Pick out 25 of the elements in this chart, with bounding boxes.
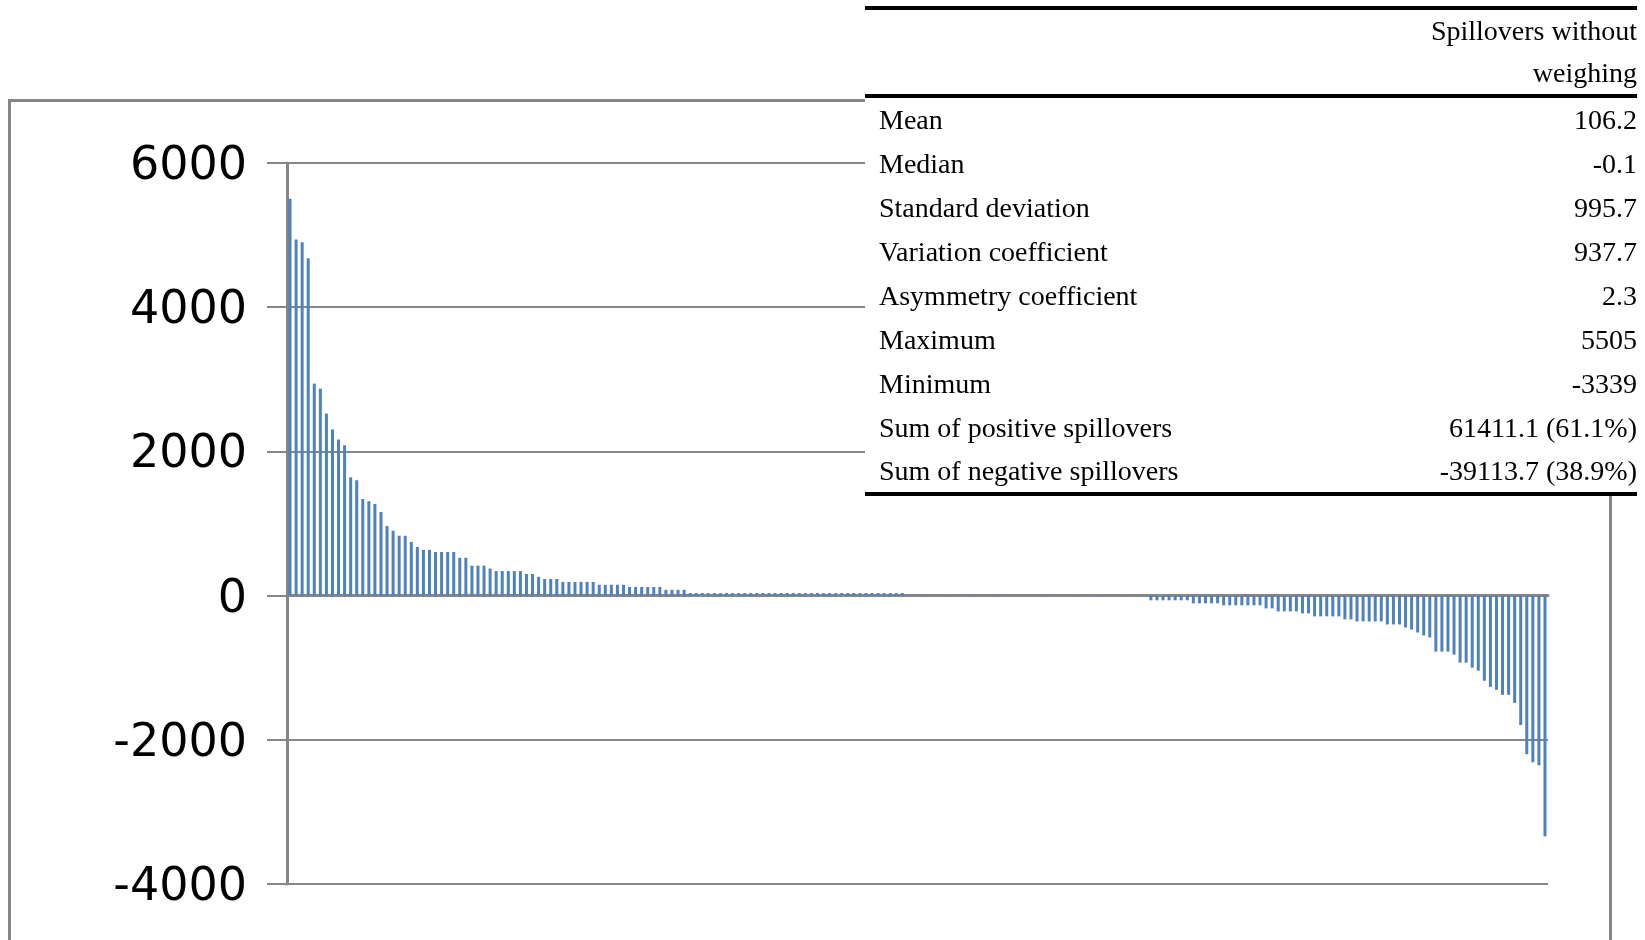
annotation: Sum of negative spillovers bbox=[878, 454, 1180, 488]
y-tick-label: -2000 bbox=[113, 712, 247, 767]
y-tick-label: 4000 bbox=[129, 280, 247, 335]
annotation: Variation coefficient bbox=[878, 235, 1109, 269]
annotation: 61411.1 (61.1%) bbox=[1448, 411, 1637, 445]
annotation: -39113.7 (38.9%) bbox=[1438, 454, 1637, 488]
text: -3339 bbox=[1570, 367, 1637, 401]
y-tick-label: -4000 bbox=[113, 857, 247, 911]
y-tick-label: 6000 bbox=[129, 136, 247, 190]
text: 2.3 bbox=[1601, 279, 1637, 313]
annotation: Minimum bbox=[878, 367, 992, 401]
text: 106.2 bbox=[1573, 103, 1637, 137]
text: 937.7 bbox=[1573, 235, 1637, 269]
text: Mean bbox=[878, 103, 944, 137]
annotation: Sum of positive spillovers bbox=[878, 411, 1174, 445]
y-tick-label: 0 bbox=[217, 568, 247, 623]
text: Spillovers without weighing bbox=[865, 6, 1637, 98]
text: 5505 bbox=[1580, 323, 1637, 357]
annotation: Asymmetry coefficient bbox=[878, 279, 1139, 313]
text: -0.1 bbox=[1591, 147, 1637, 181]
annotation: Median bbox=[878, 147, 966, 181]
annotation: Maximum bbox=[878, 323, 997, 357]
text: 995.7 bbox=[1573, 191, 1637, 225]
y-tick-label: 2000 bbox=[129, 424, 247, 479]
annotation: Standard deviation bbox=[878, 191, 1091, 225]
